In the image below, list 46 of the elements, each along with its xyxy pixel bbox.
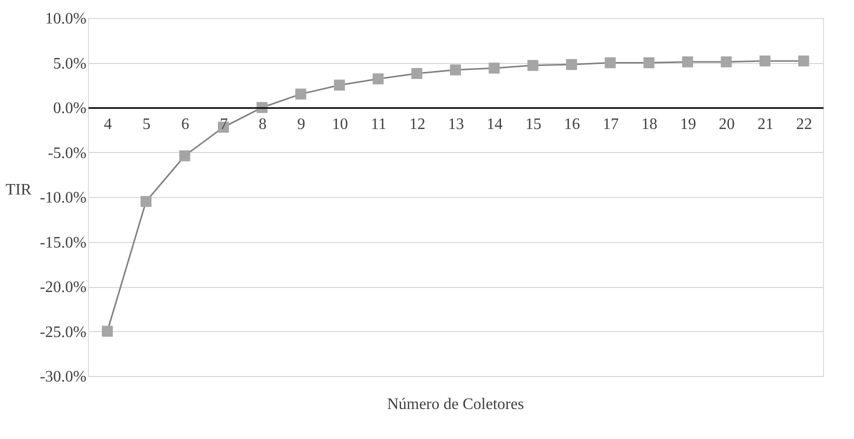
y-tick-label: 5.0% xyxy=(53,55,86,72)
y-tick-label: 0.0% xyxy=(53,100,86,117)
x-axis-title: Número de Coletores xyxy=(387,396,524,413)
x-tick-label: 4 xyxy=(104,116,112,133)
x-tick-label: 8 xyxy=(258,116,267,133)
y-tick-label: 10.0% xyxy=(45,10,86,28)
x-tick-label: 14 xyxy=(486,116,503,133)
point xyxy=(334,80,345,91)
x-tick-label: 22 xyxy=(796,116,812,133)
point xyxy=(450,64,461,76)
x-tick-label: 6 xyxy=(181,116,190,133)
point xyxy=(604,57,616,68)
x-tick-label: 16 xyxy=(564,116,580,133)
point xyxy=(682,56,694,68)
x-tick-label: 9 xyxy=(297,116,306,133)
x-tick-label: 21 xyxy=(757,116,774,133)
x-tick-label: 17 xyxy=(602,116,619,133)
y-tick-label: -10.0% xyxy=(40,190,86,206)
y-tick-label: -5.0% xyxy=(48,144,86,162)
point xyxy=(566,59,578,70)
point xyxy=(295,88,306,100)
x-tick-label: 19 xyxy=(680,116,696,133)
point xyxy=(643,57,654,68)
y-tick-label: -20.0% xyxy=(40,279,86,296)
y-tick-label: -25.0% xyxy=(40,324,86,341)
x-tick-label: 12 xyxy=(409,116,426,133)
point xyxy=(759,55,770,66)
y-tick-label: -15.0% xyxy=(40,234,86,252)
point xyxy=(102,326,113,337)
x-tick-label: 20 xyxy=(718,116,735,133)
point xyxy=(527,60,538,71)
point xyxy=(798,55,810,66)
x-tick-label: 13 xyxy=(448,116,464,133)
x-tick-label: 15 xyxy=(525,116,542,133)
point xyxy=(140,196,152,207)
point xyxy=(179,150,190,162)
x-tick-label: 5 xyxy=(142,116,151,133)
x-tick-label: 11 xyxy=(370,116,386,133)
point xyxy=(372,73,384,84)
y-axis-title: TIR xyxy=(6,182,32,198)
point xyxy=(720,56,732,68)
x-tick-label: 18 xyxy=(641,116,658,133)
x-tick-label: 10 xyxy=(332,116,348,133)
point xyxy=(411,68,422,79)
y-tick-label: -30.0% xyxy=(40,368,86,386)
point xyxy=(488,62,500,74)
